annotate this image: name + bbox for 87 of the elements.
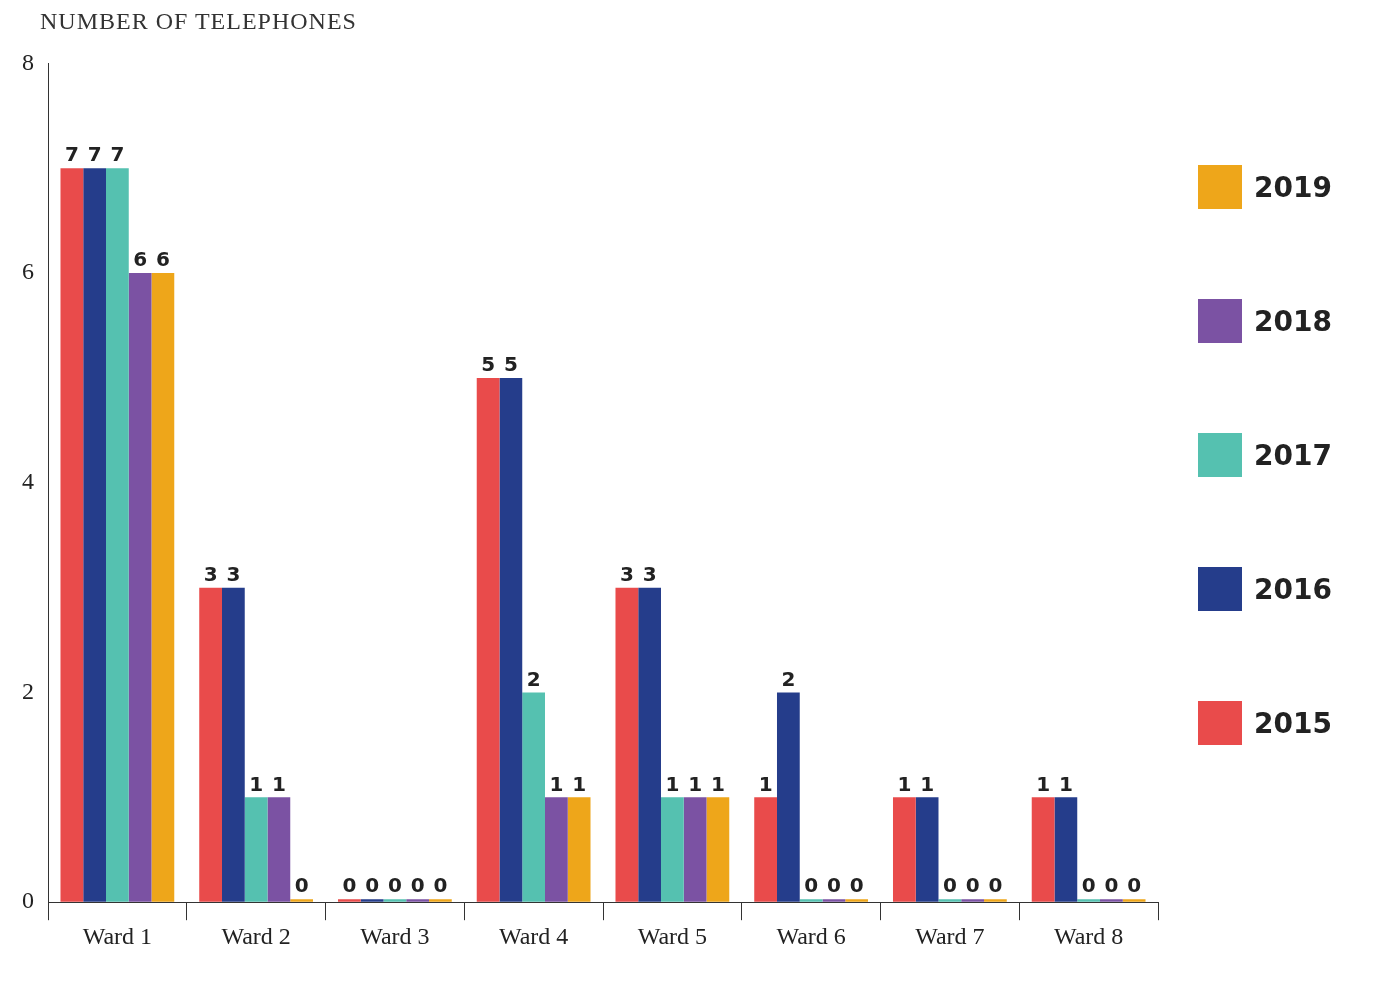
bar — [938, 899, 962, 902]
data-label: 1 — [271, 771, 286, 796]
data-label: 0 — [988, 872, 1003, 897]
bar — [106, 168, 129, 902]
data-label: 1 — [920, 771, 935, 796]
legend-label: 2015 — [1254, 706, 1332, 740]
bar — [499, 377, 523, 902]
bar — [151, 273, 175, 902]
data-label: 1 — [1058, 771, 1073, 796]
data-label: 0 — [826, 872, 841, 897]
data-label: 7 — [110, 142, 125, 167]
data-label: 6 — [133, 247, 148, 272]
bar — [83, 168, 106, 902]
data-label: 1 — [1036, 771, 1051, 796]
legend-label: 2016 — [1254, 572, 1332, 606]
bar — [776, 692, 800, 902]
bar — [799, 899, 823, 902]
bar — [522, 692, 545, 902]
x-tick-label: Ward 3 — [360, 922, 430, 949]
bar — [360, 899, 384, 902]
data-label: 5 — [503, 352, 518, 377]
data-label: 0 — [1081, 872, 1096, 897]
bar — [1122, 899, 1146, 902]
y-tick-label: 0 — [22, 887, 34, 914]
bar — [1077, 899, 1100, 902]
bar — [476, 377, 500, 902]
data-label: 7 — [64, 142, 79, 167]
data-label: 6 — [155, 247, 170, 272]
bar — [961, 899, 985, 902]
x-tick-label: Ward 2 — [221, 922, 291, 949]
x-tick-label: Ward 6 — [776, 922, 846, 949]
bar — [406, 899, 430, 902]
data-label: 0 — [965, 872, 980, 897]
bar — [429, 899, 452, 902]
data-label: 2 — [526, 666, 541, 691]
bar — [822, 899, 846, 902]
x-tick-label: Ward 4 — [498, 922, 569, 949]
bar — [383, 899, 407, 902]
x-tick-label: Ward 1 — [82, 922, 153, 949]
bar — [128, 273, 152, 902]
data-label: 1 — [572, 771, 587, 796]
bar — [199, 587, 222, 902]
data-label: 0 — [342, 872, 357, 897]
data-label: 0 — [942, 872, 957, 897]
data-label: 0 — [387, 872, 402, 897]
legend-label: 2019 — [1254, 170, 1332, 204]
bar — [1100, 899, 1123, 902]
data-label: 3 — [226, 561, 241, 586]
data-label: 0 — [804, 872, 819, 897]
y-tick-label: 4 — [22, 468, 34, 495]
legend-label: 2017 — [1254, 438, 1332, 472]
data-label: 0 — [410, 872, 425, 897]
data-label: 0 — [849, 872, 864, 897]
bar — [638, 587, 661, 902]
data-label: 0 — [365, 872, 380, 897]
data-label: 1 — [710, 771, 725, 796]
data-label: 0 — [1127, 872, 1142, 897]
bar — [60, 168, 84, 902]
x-tick-label: Ward 5 — [637, 922, 708, 949]
legend-label: 2018 — [1254, 304, 1332, 338]
bar — [290, 899, 314, 902]
data-label: 5 — [481, 352, 496, 377]
data-label: 1 — [665, 771, 680, 796]
bar — [845, 899, 869, 902]
data-label: 1 — [758, 771, 773, 796]
data-label: 1 — [688, 771, 703, 796]
data-label: 3 — [642, 561, 657, 586]
data-label: 0 — [433, 872, 448, 897]
data-label: 2 — [781, 666, 796, 691]
bar — [221, 587, 245, 902]
data-label: 0 — [1104, 872, 1119, 897]
bar — [337, 899, 361, 902]
y-tick-label: 6 — [22, 258, 34, 285]
data-label: 3 — [203, 561, 218, 586]
data-label: 1 — [549, 771, 564, 796]
y-axis-title: NUMBER OF TELEPHONES — [40, 8, 358, 35]
data-label: 1 — [897, 771, 912, 796]
data-label: 1 — [249, 771, 264, 796]
bar — [984, 899, 1007, 902]
data-label: 3 — [619, 561, 634, 586]
bar — [615, 587, 639, 902]
x-tick-label: Ward 7 — [915, 922, 985, 949]
data-label: 0 — [294, 872, 309, 897]
x-tick-label: Ward 8 — [1053, 922, 1124, 949]
y-tick-label: 2 — [22, 677, 34, 704]
y-tick-label: 8 — [22, 48, 34, 75]
data-label: 7 — [87, 142, 102, 167]
